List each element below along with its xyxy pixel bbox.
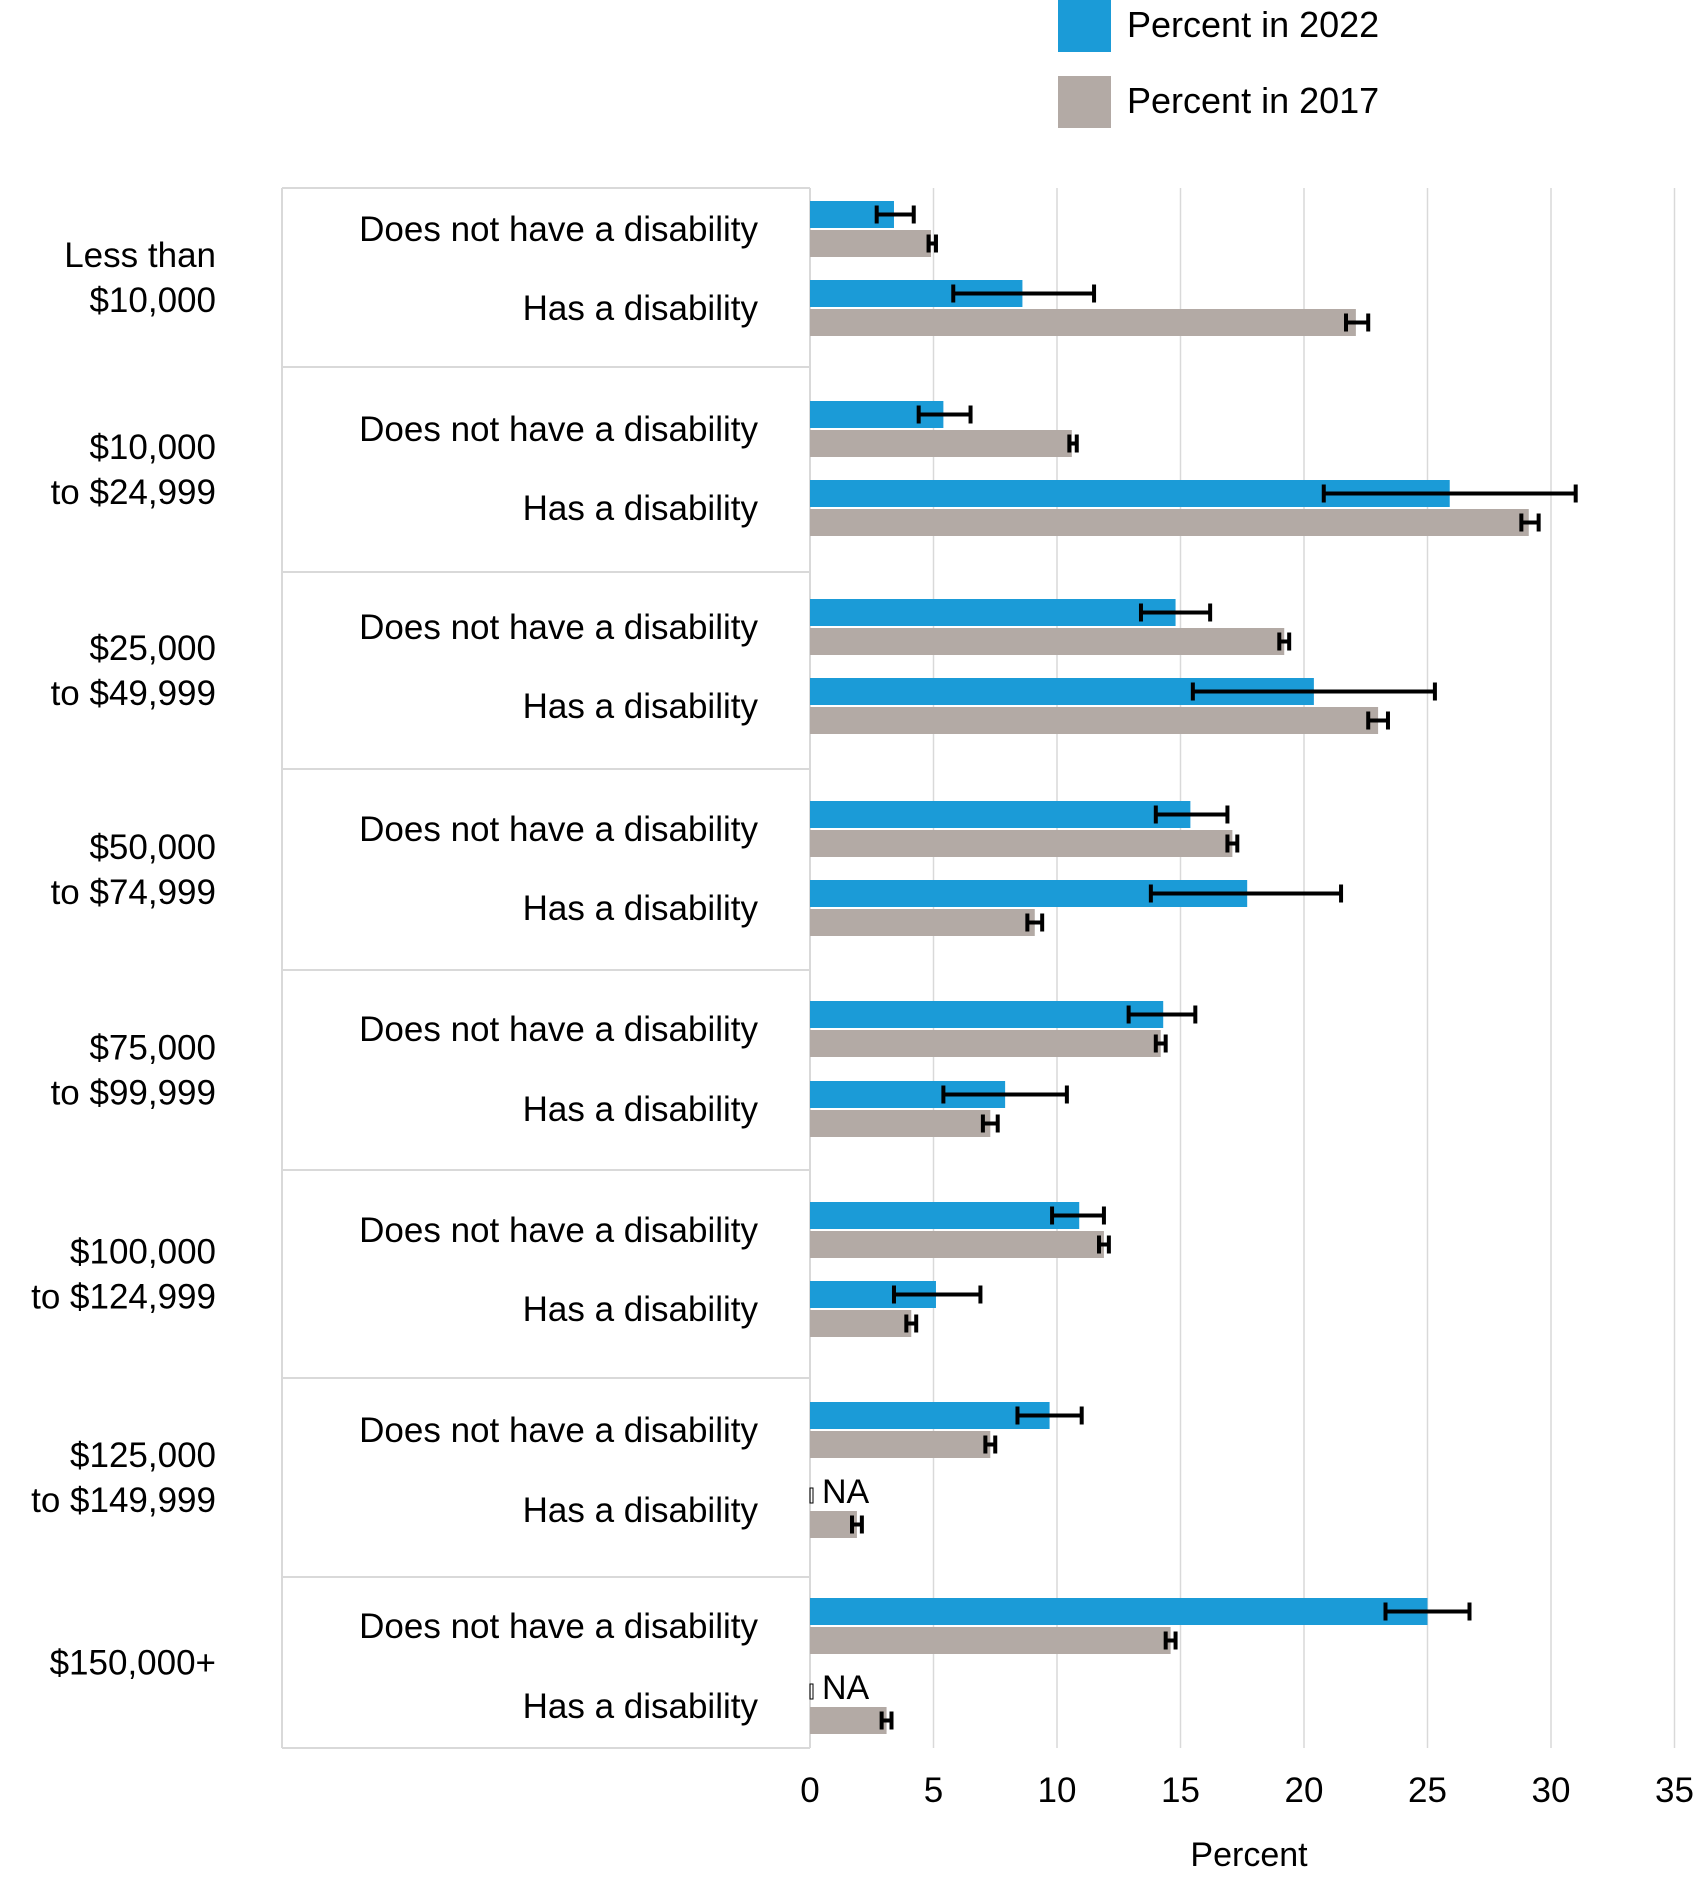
category-labels: Less than $10,000 Does not have a disabili… xyxy=(31,210,869,1726)
group-label: $125,000 xyxy=(70,1436,216,1475)
group-label: to $149,999 xyxy=(31,1481,216,1520)
x-tick-label: 15 xyxy=(1161,1771,1200,1810)
bar-2022 xyxy=(810,1598,1428,1625)
group-label: $25,000 xyxy=(89,629,216,668)
bar-2017 xyxy=(810,1511,857,1538)
row-label: Does not have a disability xyxy=(359,410,758,449)
bar-2017 xyxy=(810,628,1285,655)
row-label: Has a disability xyxy=(523,489,759,528)
na-label: NA xyxy=(822,1669,870,1707)
legend: Percent in 2022 Percent in 2017 xyxy=(1058,0,1379,128)
bar-2022-na-marker xyxy=(809,1683,814,1700)
gridlines xyxy=(932,188,1676,1748)
bar-2022-na-marker xyxy=(809,1487,814,1504)
row-label: Has a disability xyxy=(523,1491,759,1530)
group-label: $50,000 xyxy=(89,828,216,867)
legend-label-2017: Percent in 2017 xyxy=(1127,80,1379,121)
bars xyxy=(809,201,1529,1734)
row-label: Does not have a disability xyxy=(359,608,758,647)
row-label: Does not have a disability xyxy=(359,810,758,849)
row-label: Does not have a disability xyxy=(359,1211,758,1250)
group-separators xyxy=(281,187,811,1749)
bar-2017 xyxy=(810,509,1529,536)
bar-2022 xyxy=(810,1402,1050,1429)
bar-2022 xyxy=(810,599,1176,626)
group-label: $75,000 xyxy=(89,1029,216,1068)
legend-swatch-2017 xyxy=(1058,76,1111,128)
bar-2017 xyxy=(810,707,1379,734)
bar-2017 xyxy=(810,1627,1171,1654)
bar-2017 xyxy=(810,1707,887,1734)
group-label: to $74,999 xyxy=(51,873,216,912)
row-label: Does not have a disability xyxy=(359,1411,758,1450)
x-tick-label: 35 xyxy=(1655,1771,1694,1810)
group-label: to $24,999 xyxy=(51,473,216,512)
x-tick-label: 10 xyxy=(1038,1771,1077,1810)
group-label: to $124,999 xyxy=(31,1278,216,1317)
bar-2017 xyxy=(810,909,1035,936)
row-label: Does not have a disability xyxy=(359,210,758,249)
x-tick-label: 0 xyxy=(800,1771,819,1810)
row-label: Has a disability xyxy=(523,687,759,726)
group-label: $100,000 xyxy=(70,1233,216,1272)
na-label: NA xyxy=(822,1473,870,1511)
bar-2017 xyxy=(810,1030,1161,1057)
row-label: Has a disability xyxy=(523,289,759,328)
group-label: $10,000 xyxy=(89,281,216,320)
legend-label-2022: Percent in 2022 xyxy=(1127,4,1379,45)
bar-2017 xyxy=(810,1310,912,1337)
row-label: Has a disability xyxy=(523,1090,759,1129)
row-label: Has a disability xyxy=(523,1687,759,1726)
bar-2017 xyxy=(810,1231,1104,1258)
group-label: to $49,999 xyxy=(51,674,216,713)
bar-2022 xyxy=(810,1202,1080,1229)
legend-swatch-2022 xyxy=(1058,0,1111,52)
group-label: to $99,999 xyxy=(51,1074,216,1113)
row-label: Has a disability xyxy=(523,889,759,928)
bar-2017 xyxy=(810,1431,991,1458)
bar-2022 xyxy=(810,801,1191,828)
x-axis: 0 5 10 15 20 25 30 35 Percent xyxy=(800,1771,1694,1874)
x-tick-label: 20 xyxy=(1285,1771,1324,1810)
group-label: $150,000+ xyxy=(50,1644,216,1683)
group-label: $10,000 xyxy=(89,428,216,467)
row-label: Does not have a disability xyxy=(359,1607,758,1646)
row-label: Does not have a disability xyxy=(359,1010,758,1049)
x-tick-label: 30 xyxy=(1532,1771,1571,1810)
x-axis-title: Percent xyxy=(1190,1836,1308,1874)
bar-2017 xyxy=(810,1110,991,1137)
bar-2017 xyxy=(810,309,1356,336)
bar-2017 xyxy=(810,430,1072,457)
bar-2022 xyxy=(810,1001,1164,1028)
x-tick-label: 25 xyxy=(1408,1771,1447,1810)
group-label: Less than xyxy=(64,236,216,275)
x-tick-label: 5 xyxy=(924,1771,943,1810)
row-label: Has a disability xyxy=(523,1290,759,1329)
error-bars xyxy=(849,205,1578,1730)
bar-2017 xyxy=(810,830,1233,857)
bar-2017 xyxy=(810,230,932,257)
